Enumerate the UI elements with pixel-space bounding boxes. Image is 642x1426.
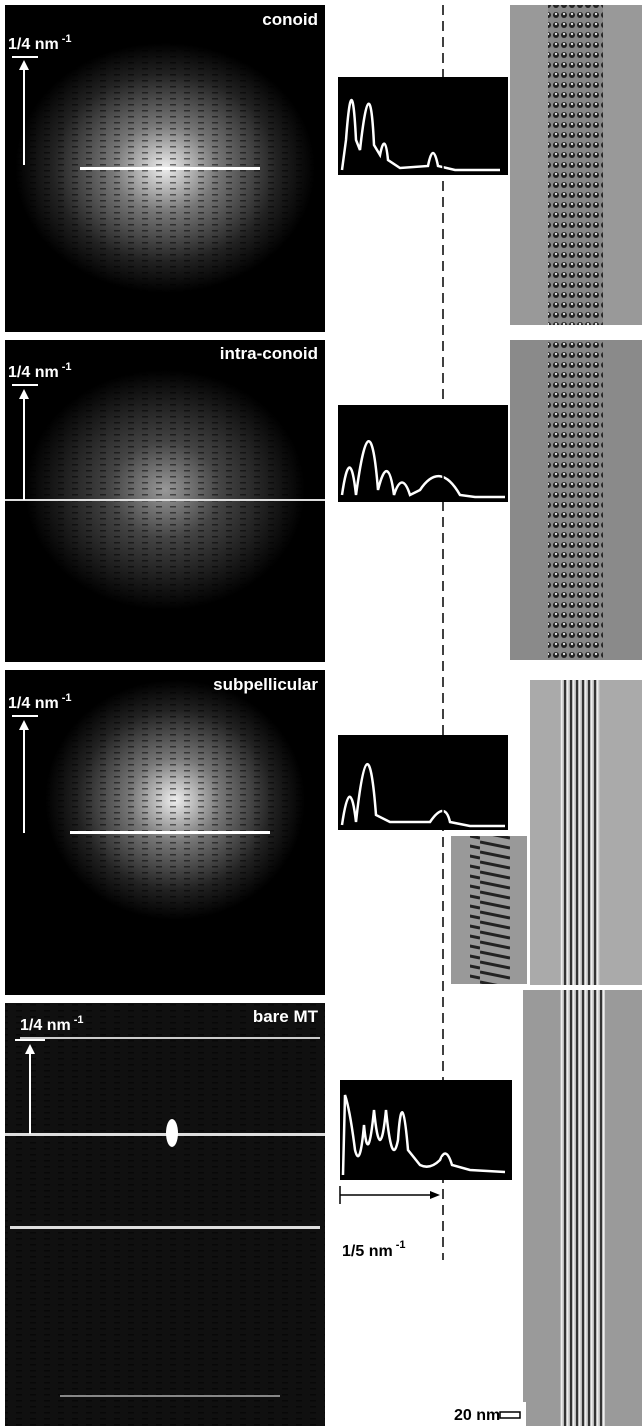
microtubule (548, 5, 603, 325)
layer-line (20, 1037, 320, 1039)
panel-label: conoid (262, 10, 318, 29)
panel: bare MT 1/4 nm -1 (5, 990, 642, 1426)
microtubule (560, 990, 605, 1426)
scale-label: 1/4 nm -1 (8, 361, 71, 381)
scale-bar (499, 1411, 521, 1419)
microtubule (548, 340, 603, 660)
arrow-head (19, 720, 29, 730)
inset-helix (470, 836, 510, 984)
arrow-head (25, 1044, 35, 1054)
layer-line (70, 831, 270, 834)
scale-label: 1/4 nm -1 (8, 33, 71, 53)
central-spot (166, 1119, 178, 1147)
layer-line (10, 1226, 320, 1229)
panel: subpellicular 1/4 nm -1 (5, 670, 642, 995)
layer-line (60, 1395, 280, 1397)
profile-curve (340, 440, 505, 499)
profile-box (338, 735, 508, 830)
panel-label: subpellicular (213, 675, 318, 694)
arrow-head (19, 389, 29, 399)
panel-label: bare MT (253, 1007, 319, 1026)
diffraction-texture (5, 1003, 325, 1426)
panel: intra-conoid 1/4 nm -1 (5, 340, 642, 662)
microtubule (560, 680, 600, 985)
arrow-head (430, 1191, 440, 1199)
arrow-head (19, 60, 29, 70)
panel-label: intra-conoid (220, 344, 318, 363)
profile-scale-label: 1/5 nm -1 (342, 1239, 405, 1260)
layer-line (80, 167, 260, 170)
panel: conoid 1/4 nm -1 (5, 5, 642, 332)
scale-label: 1/4 nm -1 (8, 692, 71, 712)
layer-line (5, 1133, 325, 1136)
profile-box (338, 77, 508, 175)
profile-curve (340, 99, 500, 172)
layer-line (5, 499, 325, 501)
scale-bar-label: 20 nm (454, 1407, 500, 1424)
scale-label: 1/4 nm -1 (20, 1014, 83, 1034)
profile-curve (341, 1094, 506, 1176)
profile-box (340, 1080, 512, 1180)
